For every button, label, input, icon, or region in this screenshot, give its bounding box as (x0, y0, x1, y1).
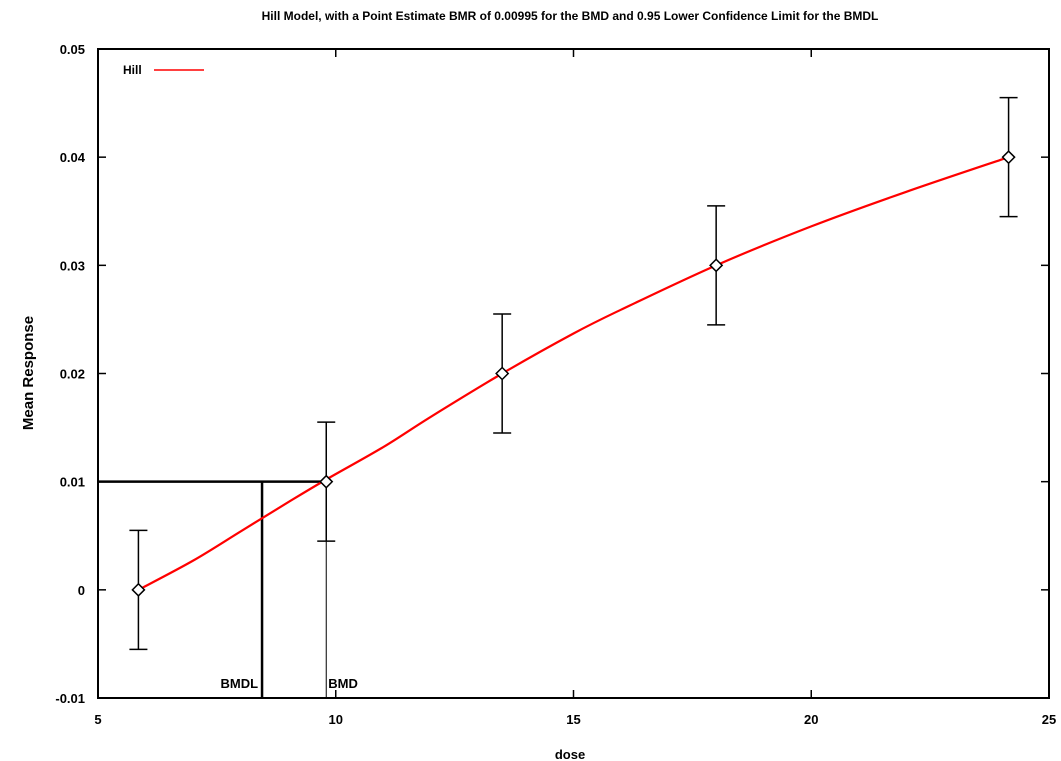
bmd-label: BMD (328, 676, 358, 691)
observation-point (317, 421, 336, 542)
y-tick-label: 0 (78, 583, 85, 598)
x-tick-label: 10 (329, 712, 343, 727)
observations-layer (129, 96, 1018, 651)
y-tick-label: 0.03 (60, 258, 85, 273)
x-tick-label: 5 (94, 712, 101, 727)
data-marker (1001, 150, 1016, 165)
y-tick-label: 0.05 (60, 42, 85, 57)
data-marker (709, 258, 724, 273)
y-tick-label: 0.02 (60, 367, 85, 382)
data-marker (131, 582, 146, 597)
x-axis-title: dose (555, 747, 585, 761)
y-axis-title: Mean Response (20, 316, 37, 430)
y-axis: -0.01 0 0.01 0.02 0.03 0.04 0.05 (55, 42, 1049, 706)
observation-point (707, 205, 726, 326)
y-tick-label: -0.01 (55, 691, 85, 706)
observation-point (493, 313, 512, 434)
x-tick-label: 20 (804, 712, 818, 727)
observation-point (999, 96, 1018, 218)
bmdl-label: BMDL (221, 676, 259, 691)
chart-title: Hill Model, with a Point Estimate BMR of… (262, 9, 879, 23)
x-axis: 5 10 15 20 25 (94, 49, 1056, 727)
y-tick-label: 0.01 (60, 475, 85, 490)
x-tick-label: 15 (566, 712, 580, 727)
data-marker (495, 366, 510, 381)
observation-point (129, 529, 148, 651)
legend-label: Hill (123, 63, 142, 77)
y-tick-label: 0.04 (60, 150, 86, 165)
data-marker (319, 474, 334, 489)
x-tick-label: 25 (1042, 712, 1056, 727)
legend: Hill (123, 63, 204, 77)
